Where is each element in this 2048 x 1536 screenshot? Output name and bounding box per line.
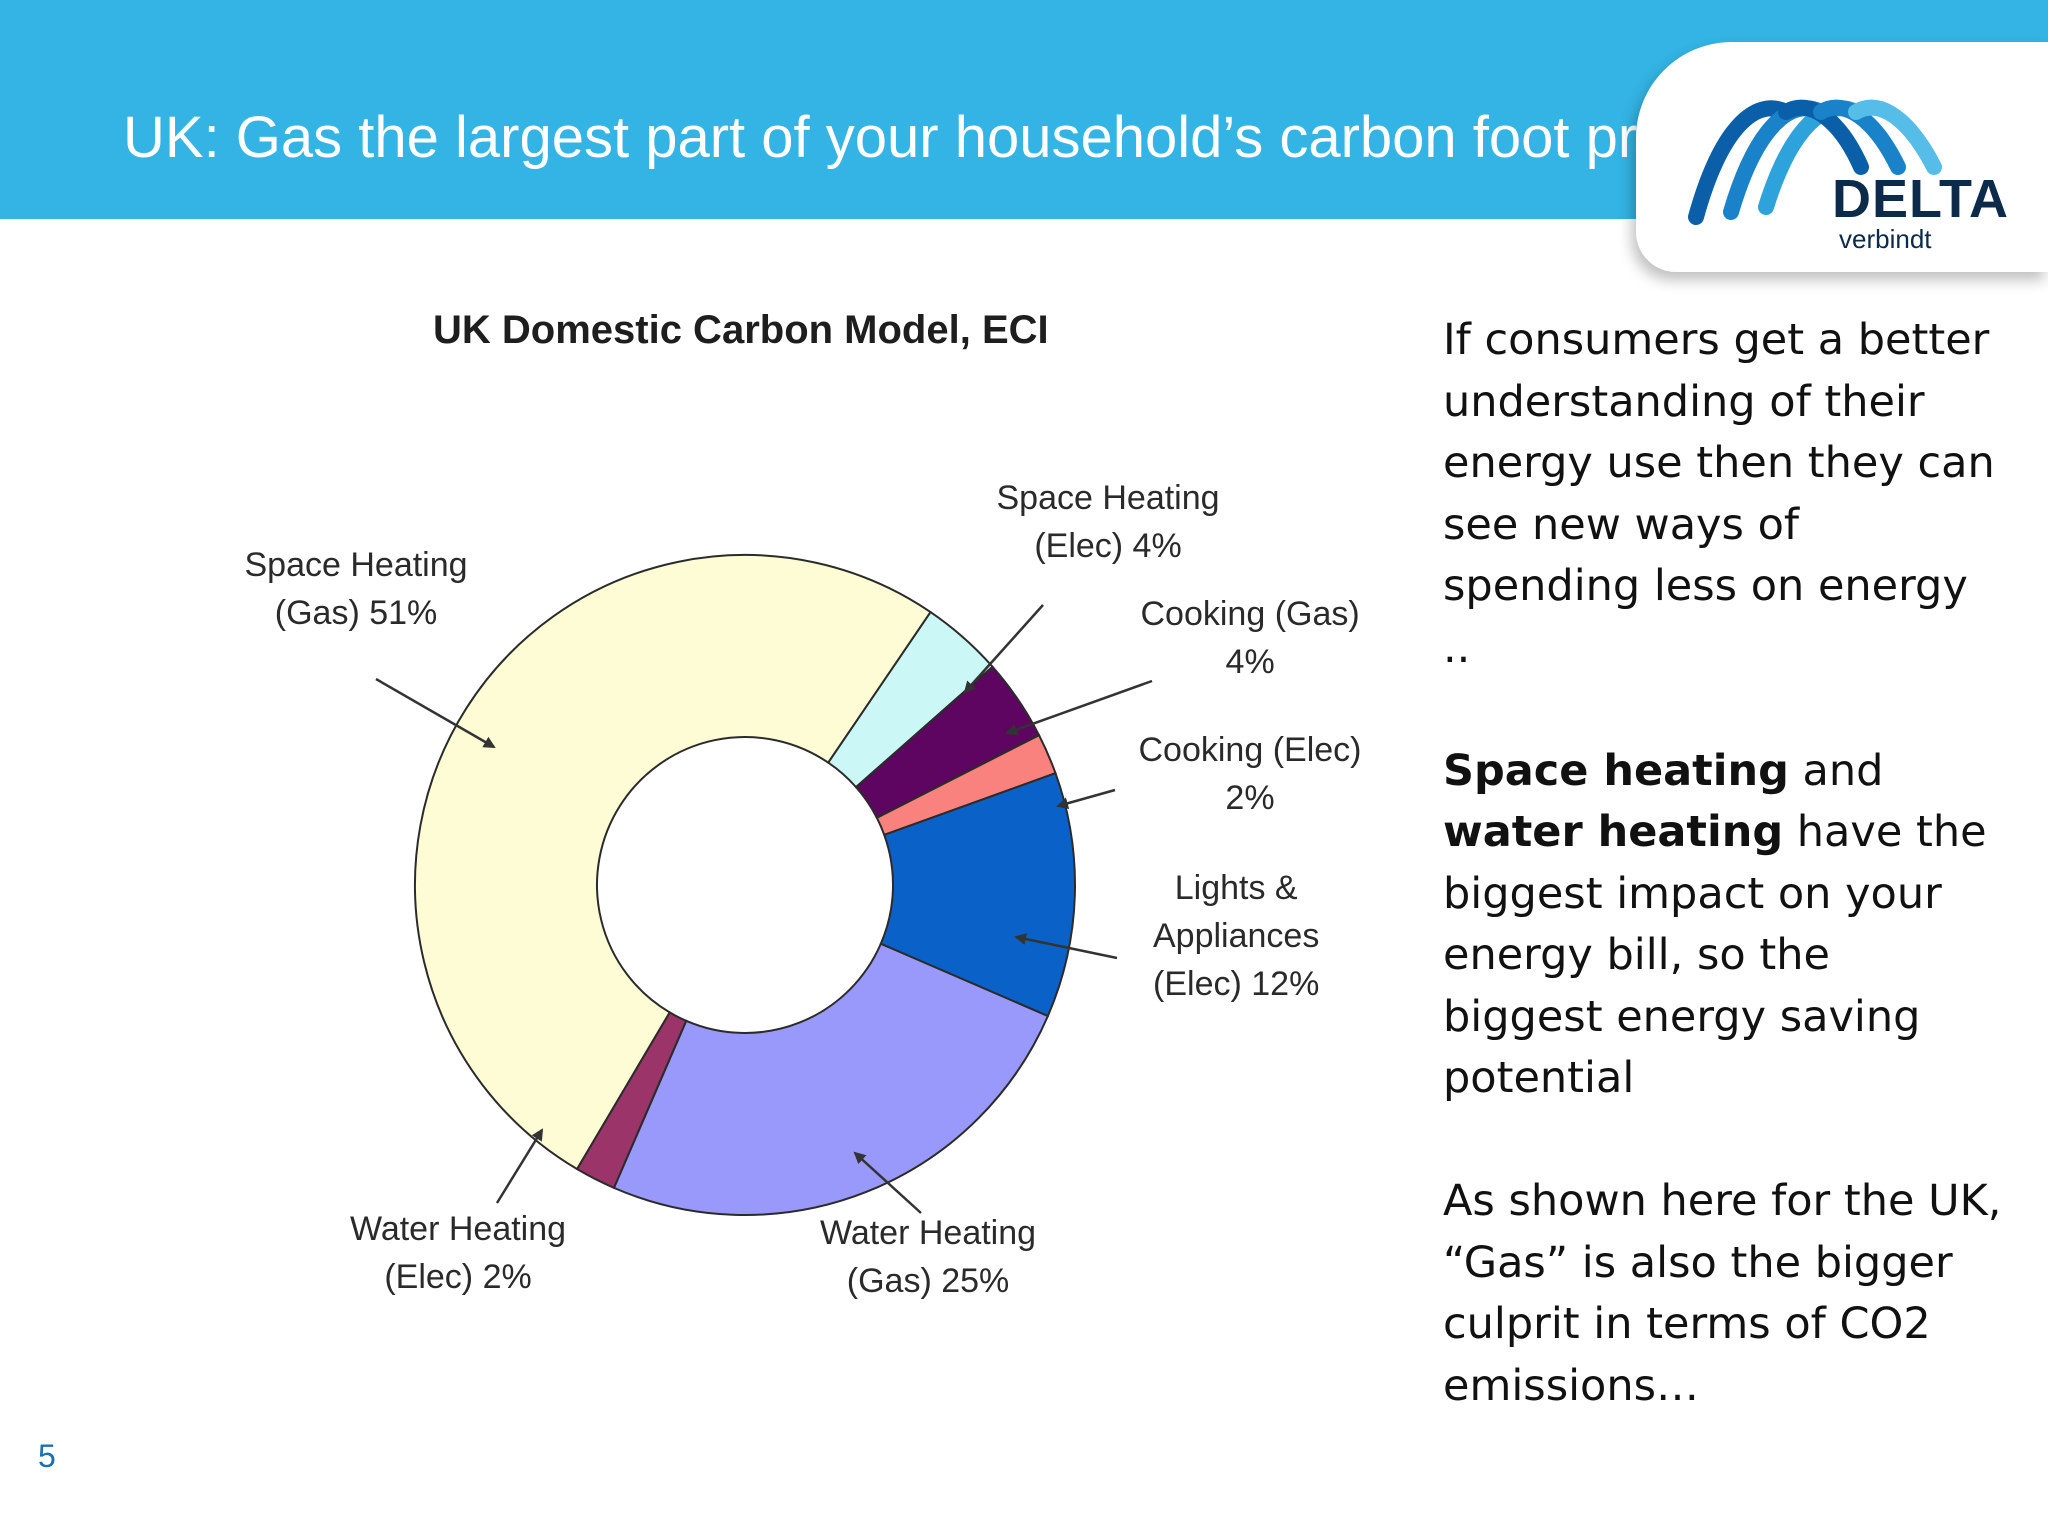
- slice-label-line: Water Heating: [820, 1214, 1037, 1252]
- slice-label: Lights & Appliances (Elec) 12%: [1153, 864, 1319, 1008]
- chart-title: UK Domestic Carbon Model, ECI: [433, 308, 1049, 352]
- slice-label-line: 2%: [1225, 779, 1275, 817]
- commentary: If consumers get a better understanding …: [1443, 310, 2003, 1479]
- slice-label: Cooking (Elec) 2%: [1139, 726, 1362, 822]
- commentary-bold-water-heating: water heating: [1443, 807, 1784, 857]
- slice-label: Space Heating (Elec) 4%: [997, 474, 1220, 570]
- commentary-para-2: Space heating and water heating have the…: [1443, 741, 2003, 1110]
- slice-label-line: 4%: [1225, 643, 1275, 681]
- slice-label-line: Appliances: [1153, 917, 1320, 955]
- donut-slice: [879, 771, 1076, 1018]
- commentary-para-3: As shown here for the UK, “Gas” is also …: [1443, 1176, 2002, 1411]
- delta-arches-icon: [1688, 99, 1942, 225]
- commentary-bold-space-heating: Space heating: [1443, 745, 1789, 796]
- page-number: 5: [38, 1438, 56, 1474]
- donut-slice: [413, 553, 932, 1171]
- slice-label-line: (Elec) 2%: [384, 1258, 532, 1296]
- slice-label-line: (Elec) 4%: [1034, 527, 1182, 565]
- leader-arrow: [1005, 679, 1153, 736]
- leader-arrow: [375, 677, 496, 749]
- leader-arrow: [1014, 933, 1118, 960]
- slice-label: Space Heating (Gas) 51%: [245, 541, 468, 637]
- slice-label-line: (Elec) 12%: [1153, 965, 1320, 1003]
- slice-label: Water Heating (Elec) 2%: [350, 1205, 566, 1301]
- logo-tagline: verbindt: [1839, 224, 1932, 254]
- slice-label-line: (Gas) 25%: [846, 1262, 1010, 1300]
- slice-label-line: Cooking (Gas): [1140, 595, 1360, 633]
- leader-arrow: [963, 604, 1044, 694]
- donut-slice: [612, 942, 1050, 1216]
- leader-arrow: [853, 1151, 922, 1214]
- slice-label-line: Space Heating: [244, 546, 468, 584]
- slice-label: Water Heating (Gas) 25%: [820, 1209, 1036, 1305]
- slice-label-line: Water Heating: [350, 1210, 567, 1248]
- slide-title: UK: Gas the largest part of your househo…: [123, 105, 1699, 170]
- slice-label: Cooking (Gas) 4%: [1141, 590, 1360, 686]
- slice-label-line: Cooking (Elec): [1138, 731, 1362, 769]
- slice-label-line: Space Heating: [996, 479, 1220, 517]
- slice-label-line: (Gas) 51%: [274, 594, 438, 632]
- commentary-and: and: [1788, 745, 1884, 796]
- leader-arrow: [1056, 788, 1116, 810]
- commentary-para-2-rest: have the biggest impact on your energy b…: [1443, 807, 1987, 1103]
- leader-arrow: [495, 1128, 544, 1204]
- delta-logo: DELTA verbindt: [1636, 42, 2048, 272]
- commentary-para-1: If consumers get a better understanding …: [1443, 315, 1995, 673]
- logo-wordmark: DELTA: [1832, 169, 2009, 229]
- slice-label-line: Lights &: [1174, 869, 1298, 907]
